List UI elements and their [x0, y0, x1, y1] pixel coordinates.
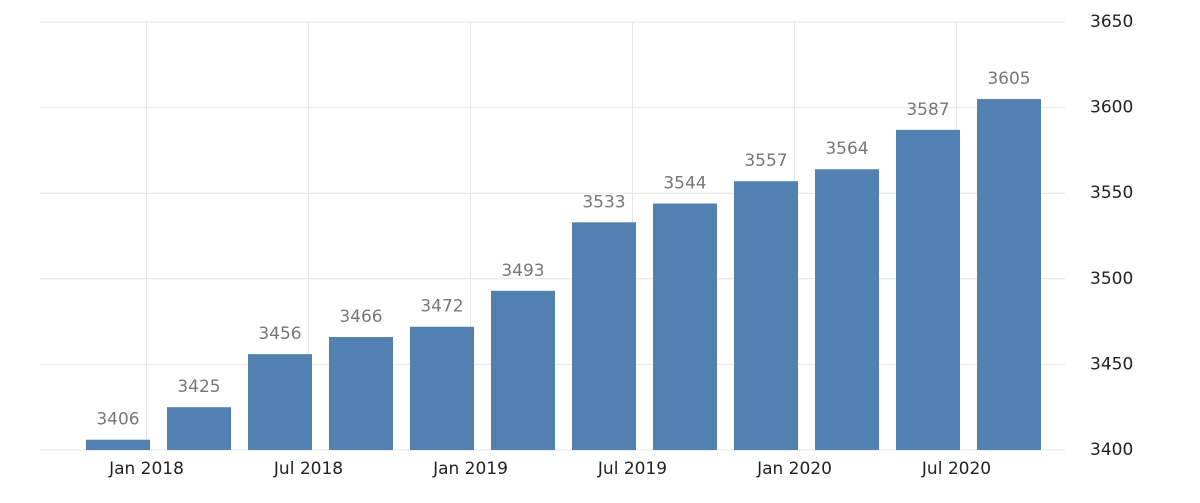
value-label: 3456: [258, 324, 301, 344]
value-label: 3587: [906, 100, 949, 120]
y-tick-label: 3650: [1090, 12, 1133, 32]
value-label: 3557: [744, 151, 787, 171]
x-tick-label: Jan 2019: [432, 459, 508, 479]
x-tick-label: Jul 2019: [597, 459, 667, 479]
bar: [86, 439, 150, 450]
value-label: 3533: [582, 192, 625, 212]
value-label: 3472: [420, 297, 463, 317]
x-tick-label: Jan 2018: [108, 459, 184, 479]
y-tick-label: 3400: [1090, 440, 1133, 460]
x-tick-label: Jul 2020: [921, 459, 991, 479]
value-label: 3466: [339, 307, 382, 327]
y-tick-label: 3550: [1090, 183, 1133, 203]
bar: [896, 129, 960, 450]
value-label: 3493: [501, 261, 544, 281]
y-tick-label: 3450: [1090, 354, 1133, 374]
y-tick-label: 3600: [1090, 98, 1133, 118]
value-label: 3544: [663, 173, 706, 193]
bar: [572, 222, 636, 450]
x-tick-label: Jan 2020: [756, 459, 832, 479]
value-label: 3406: [96, 410, 139, 430]
bar: [653, 203, 717, 450]
value-label: 3564: [825, 139, 868, 159]
bar: [248, 354, 312, 450]
value-label: 3425: [177, 377, 220, 397]
bar: [815, 169, 879, 450]
value-label: 3605: [987, 69, 1030, 89]
bar: [329, 337, 393, 450]
bar: [410, 326, 474, 450]
bar: [167, 407, 231, 450]
y-tick-label: 3500: [1090, 269, 1133, 289]
bar: [977, 99, 1041, 450]
bar: [491, 290, 555, 450]
bar: [734, 181, 798, 450]
x-tick-label: Jul 2018: [273, 459, 343, 479]
